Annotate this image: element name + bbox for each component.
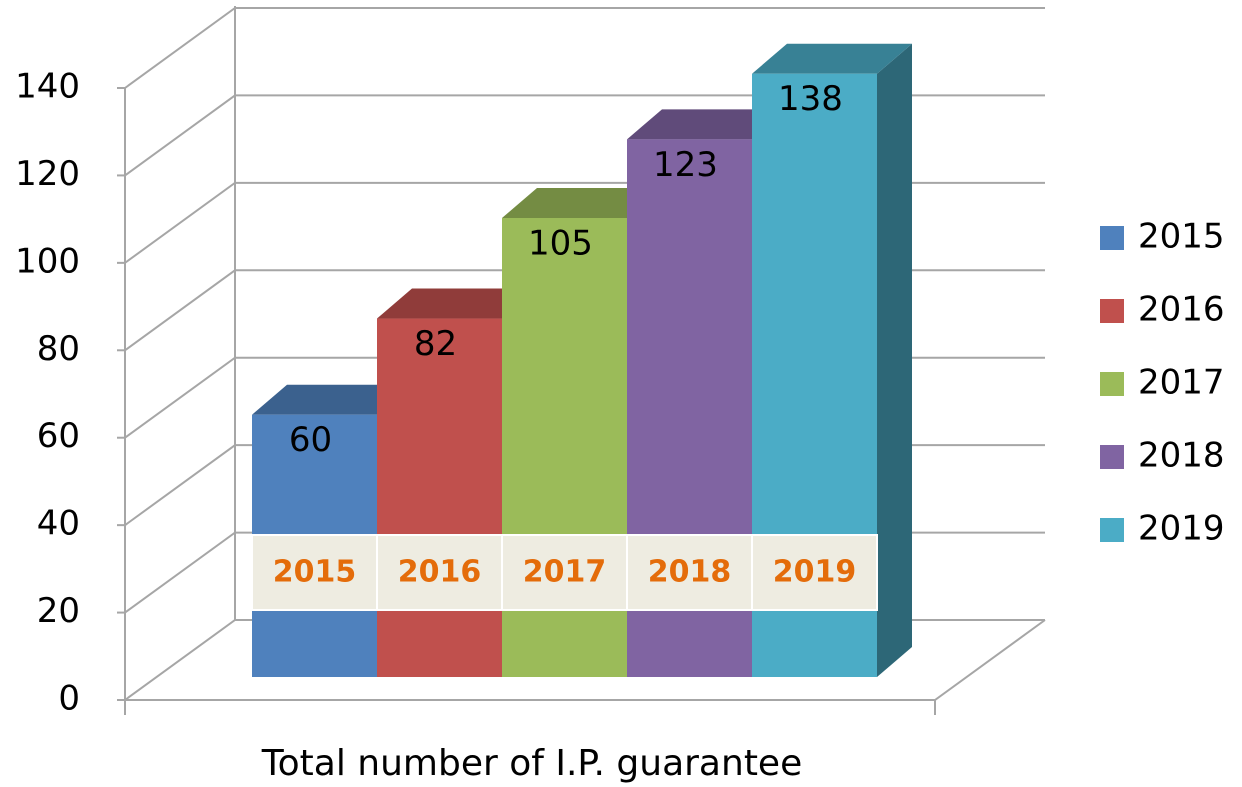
- y-tick-label: 100: [15, 241, 80, 281]
- y-tick-label: 40: [37, 504, 80, 544]
- label-cell: [376, 534, 503, 611]
- legend-swatch: [1100, 226, 1124, 250]
- y-tick-label: 60: [37, 416, 80, 456]
- legend-label: 2019: [1138, 509, 1225, 549]
- bar-top: [502, 188, 662, 218]
- legend-swatch: [1100, 445, 1124, 469]
- category-label: 2019: [773, 555, 857, 590]
- bar-top: [752, 43, 912, 74]
- legend-swatch: [1100, 299, 1124, 323]
- x-axis-label: Total number of I.P. guarantee: [261, 743, 802, 784]
- label-cell: [751, 534, 878, 611]
- legend-label: 2018: [1138, 436, 1225, 476]
- data-label: 123: [653, 145, 718, 185]
- legend-swatch: [1100, 518, 1124, 542]
- bar-top: [377, 288, 537, 319]
- data-label: 60: [289, 420, 332, 460]
- grid-line: [124, 7, 1045, 89]
- data-label: 138: [778, 79, 843, 119]
- category-label: 2017: [523, 555, 607, 590]
- category-label: 2016: [398, 555, 482, 590]
- y-tick-label: 0: [58, 679, 80, 719]
- data-label: 82: [414, 324, 457, 364]
- legend-swatch: [1100, 372, 1124, 396]
- bar: [377, 318, 502, 677]
- legend-label: 2017: [1138, 363, 1225, 403]
- label-cell: [626, 534, 753, 611]
- label-cell: [501, 534, 628, 611]
- bar-top: [627, 109, 787, 140]
- y-tick-label: 140: [15, 67, 80, 107]
- y-tick-label: 20: [37, 591, 80, 631]
- legend-label: 2015: [1138, 217, 1225, 257]
- category-label: 2018: [648, 555, 732, 590]
- bar-top: [252, 384, 412, 415]
- y-tick-label: 120: [15, 154, 80, 194]
- category-label: 2015: [273, 555, 357, 590]
- legend-label: 2016: [1138, 290, 1225, 330]
- data-label: 105: [528, 224, 593, 264]
- bar-side: [877, 43, 912, 677]
- y-tick-label: 80: [37, 329, 80, 369]
